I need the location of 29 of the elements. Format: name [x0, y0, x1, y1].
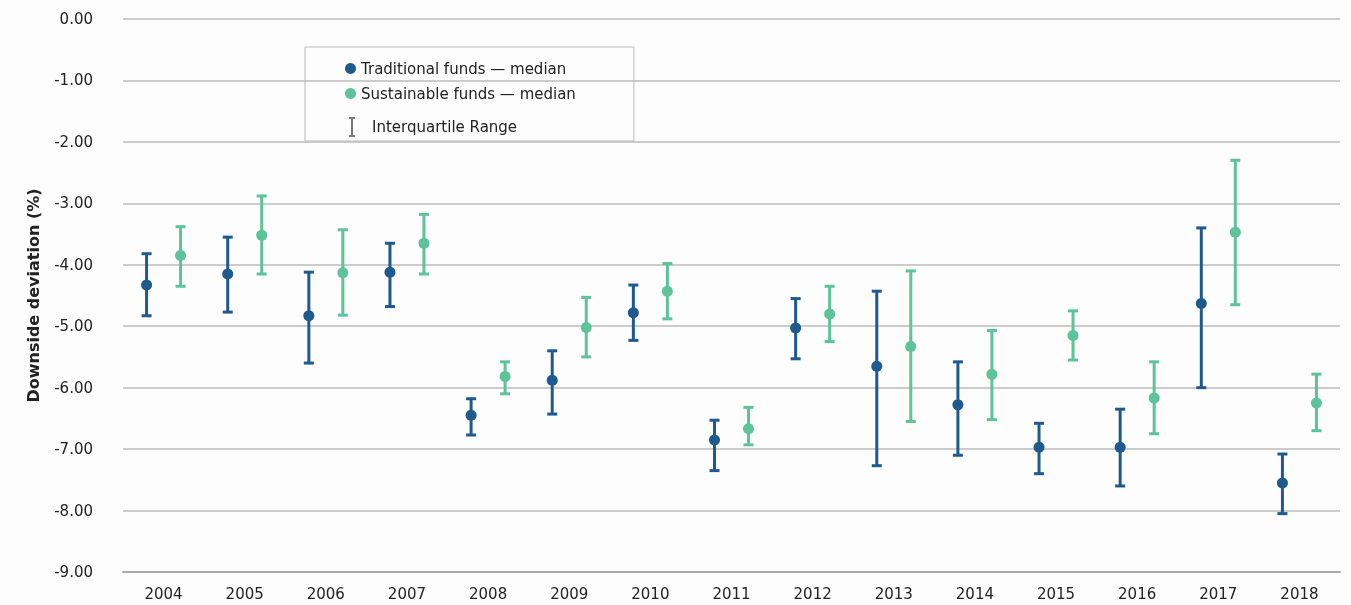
x-tick-label: 2008 [469, 584, 508, 603]
legend-label: Traditional funds — median [360, 59, 567, 78]
y-tick-label: -3.00 [54, 194, 93, 213]
x-tick-label: 2007 [387, 584, 427, 603]
x-tick-label: 2012 [793, 584, 832, 603]
x-tick-label: 2010 [631, 584, 670, 603]
x-tick-label: 2015 [1036, 584, 1076, 603]
y-tick-label: 0.00 [59, 10, 93, 28]
y-tick-label: -5.00 [54, 317, 93, 336]
y-tick-label: -6.00 [54, 378, 93, 397]
x-tick-label: 2018 [1280, 584, 1319, 603]
x-tick-label: 2006 [306, 584, 345, 603]
y-tick-label: -7.00 [54, 440, 93, 459]
x-tick-label: 2013 [874, 584, 913, 603]
y-tick-label: -2.00 [54, 132, 93, 151]
x-tick-label: 2009 [550, 584, 589, 603]
y-tick-label: -4.00 [54, 255, 93, 274]
x-tick-label: 2011 [712, 584, 751, 603]
x-tick-label: 2016 [1118, 584, 1157, 603]
x-tick-label: 2004 [144, 584, 183, 603]
y-axis-title: Downside deviation (%) [23, 188, 43, 403]
y-tick-label: -9.00 [54, 563, 93, 581]
x-tick-label: 2005 [225, 584, 264, 603]
y-tick-label: -8.00 [54, 501, 93, 520]
legend-label: Sustainable funds — median [361, 84, 576, 103]
x-tick-label: 2014 [955, 584, 994, 603]
y-tick-label: -1.00 [54, 71, 93, 90]
annotation: Interquartile Range [372, 118, 518, 136]
x-tick-label: 2017 [1199, 584, 1238, 603]
